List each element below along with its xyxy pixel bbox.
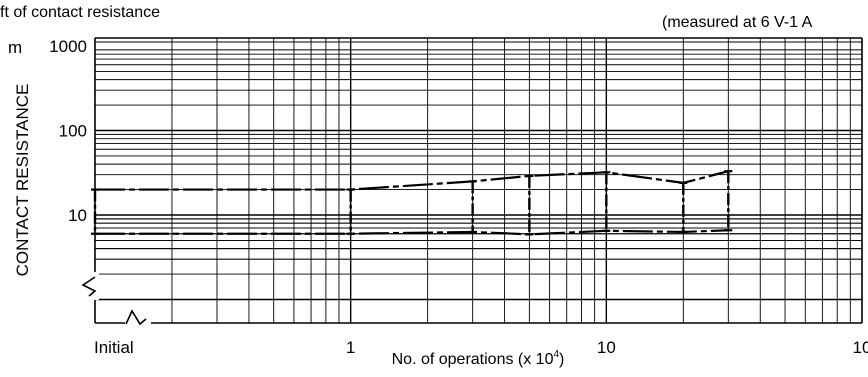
grid <box>95 37 862 323</box>
y-tick-label: 100 <box>59 122 87 141</box>
x-tick-label: 10 <box>597 338 616 357</box>
x-axis-label-close: ) <box>559 351 564 368</box>
x-axis-label-exponent: 4 <box>553 349 559 360</box>
max-resistance-line <box>95 170 729 191</box>
axis-break-marks <box>81 272 151 333</box>
resistance-series <box>91 170 733 236</box>
plot-frame <box>94 37 863 324</box>
y-break-mask <box>81 272 99 300</box>
y-tick-labels: 1000 100 10 <box>49 37 87 225</box>
x-axis-break <box>125 309 147 326</box>
x-tick-labels: Initial 1 10 10 <box>94 338 868 357</box>
y-axis-break <box>81 276 97 297</box>
measurement-note: (measured at 6 V-1 A <box>662 14 813 31</box>
x-axis-label-main: No. of operations (x 10 <box>392 351 554 368</box>
y-tick-label: 1000 <box>49 37 87 56</box>
y-unit-label: m <box>8 38 22 57</box>
chart-title: ft of contact resistance <box>0 4 160 21</box>
x-tick-label: 1 <box>346 338 355 357</box>
y-tick-label: 10 <box>68 206 87 225</box>
x-axis-label: No. of operations (x 104) <box>392 349 565 368</box>
y-axis-label: CONTACT RESISTANCE <box>13 84 32 277</box>
x-tick-label: Initial <box>94 338 134 357</box>
x-tick-label: 10 <box>853 338 868 357</box>
